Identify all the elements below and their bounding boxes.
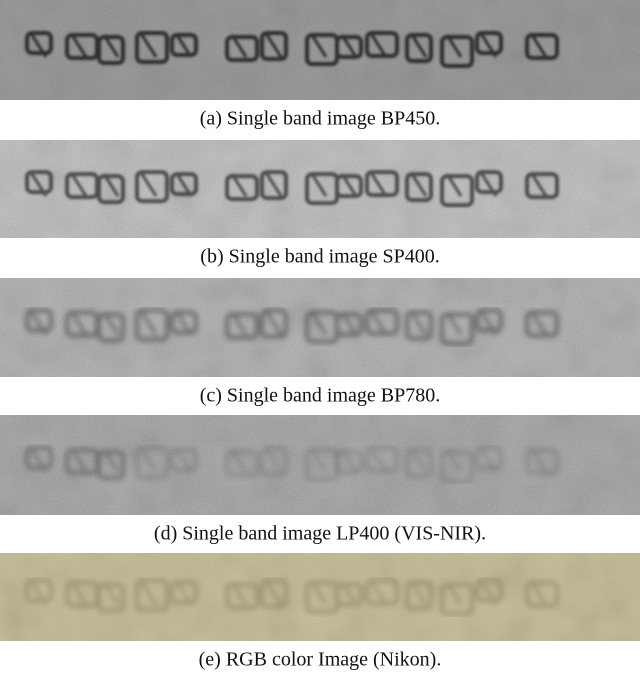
caption: (d) Single band image LP400 (VIS-NIR). (154, 523, 486, 545)
panel: (b) Single band image SP400. (0, 140, 640, 268)
caption: (e) RGB color Image (Nikon). (199, 649, 442, 671)
panel: (d) Single band image LP400 (VIS-NIR). (0, 415, 640, 545)
figure: (a) Single band image BP450. (b) Single b… (0, 0, 640, 676)
caption: (b) Single band image SP400. (200, 246, 439, 268)
caption: (a) Single band image BP450. (200, 108, 441, 130)
panel: (c) Single band image BP780. (0, 278, 640, 407)
caption: (c) Single band image BP780. (200, 385, 441, 407)
panel: (a) Single band image BP450. (0, 0, 640, 130)
panel: (e) RGB color Image (Nikon). (0, 553, 640, 671)
